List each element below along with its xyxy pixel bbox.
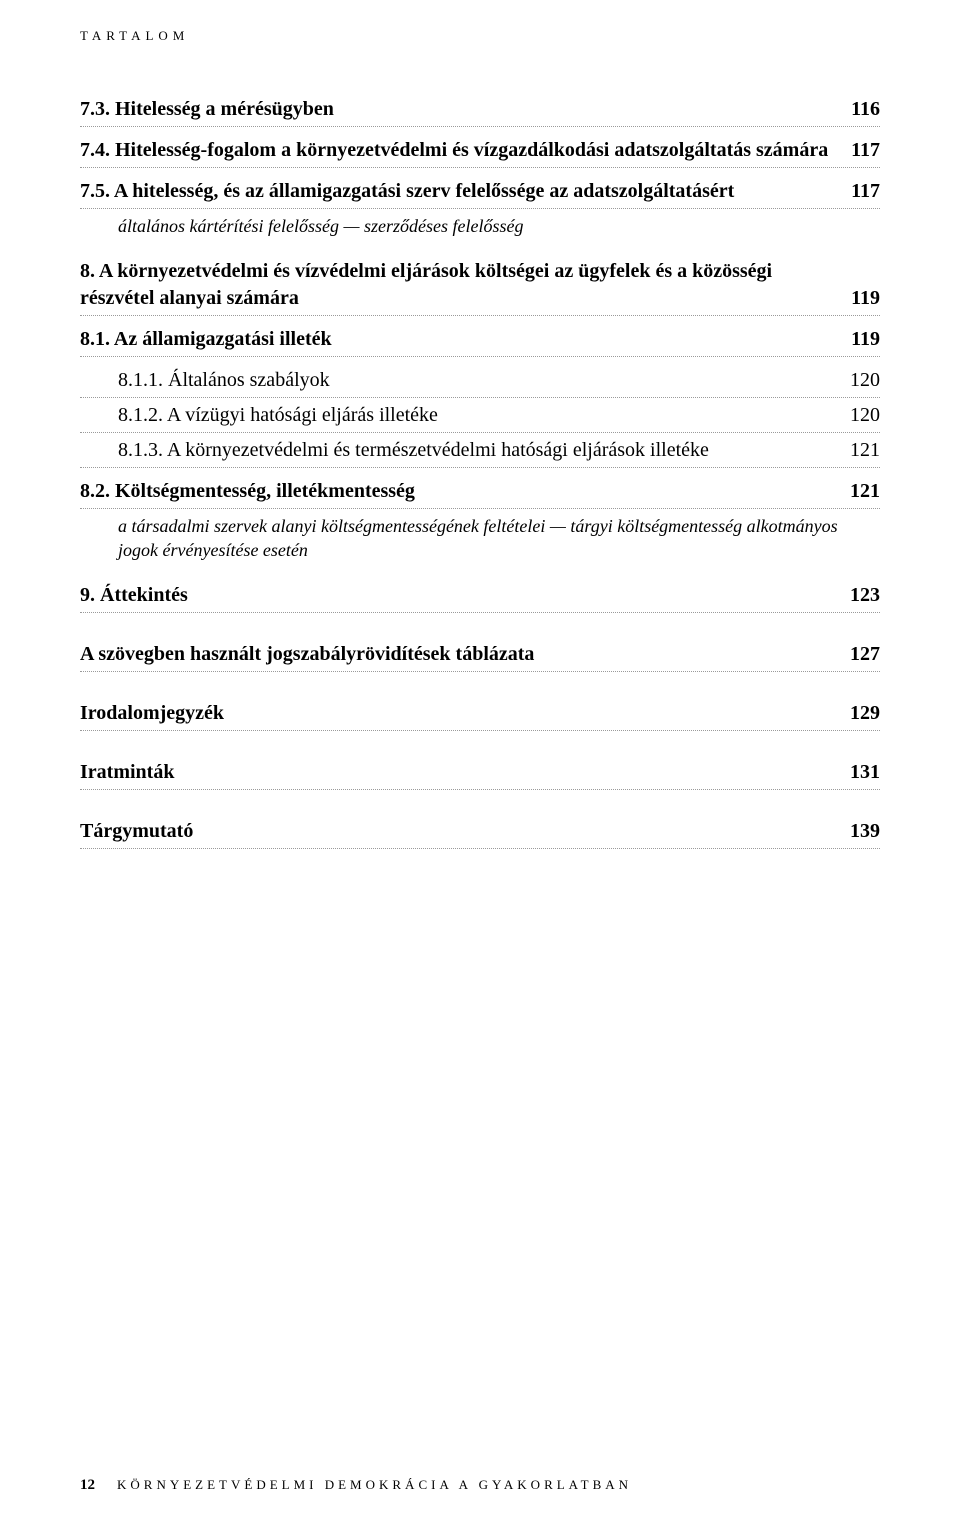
section-header: TARTALOM (80, 28, 880, 44)
toc-entry: 8.1.2. A vízügyi hatósági eljárás illeté… (80, 402, 880, 433)
toc-entry-page: 139 (840, 818, 880, 845)
toc-entry-title: 8.1. Az államigazgatási illeték (80, 326, 332, 353)
toc-entry: Iratminták 131 (80, 759, 880, 790)
toc-entry: 8.1.3. A környezetvédelmi és természetvé… (80, 437, 880, 468)
toc-entry-page: 120 (840, 402, 880, 429)
toc-entry-page: 129 (840, 700, 880, 727)
toc-entry-title: 7.4. Hitelesség-fogalom a környezetvédel… (80, 137, 828, 164)
toc-entry-title: 8.1.3. A környezetvédelmi és természetvé… (118, 437, 709, 464)
toc-entry: 8.1. Az államigazgatási illeték 119 (80, 326, 880, 357)
footer-page-number: 12 (80, 1477, 95, 1494)
toc-entry-page: 119 (841, 285, 880, 312)
toc-entry: 7.3. Hitelesség a mérésügyben 116 (80, 96, 880, 127)
toc-entry: A szövegben használt jogszabályrövidítés… (80, 641, 880, 672)
toc-entry: Tárgymutató 139 (80, 818, 880, 849)
toc-entry: 7.5. A hitelesség, és az államigazgatási… (80, 178, 880, 209)
toc-entry-page: 117 (841, 178, 880, 205)
toc-entry-note: általános kártérítési felelősség — szerz… (80, 215, 880, 238)
toc-entry-title: 8. A környezetvédelmi és vízvédelmi eljá… (80, 258, 841, 312)
toc-entry-title: 8.1.1. Általános szabályok (118, 367, 330, 394)
toc-entry: 7.4. Hitelesség-fogalom a környezetvédel… (80, 137, 880, 168)
toc-entry: 8.1.1. Általános szabályok 120 (80, 367, 880, 398)
toc-entry-title: 7.5. A hitelesség, és az államigazgatási… (80, 178, 734, 205)
toc-entry-page: 119 (841, 326, 880, 353)
toc-entry: Irodalomjegyzék 129 (80, 700, 880, 731)
toc-entry-page: 131 (840, 759, 880, 786)
page-footer: 12 KÖRNYEZETVÉDELMI DEMOKRÁCIA A GYAKORL… (80, 1477, 632, 1494)
toc-entry-page: 120 (840, 367, 880, 394)
table-of-contents: 7.3. Hitelesség a mérésügyben 116 7.4. Hit… (80, 96, 880, 849)
toc-entry-title: Tárgymutató (80, 818, 193, 845)
toc-entry-title: Irodalomjegyzék (80, 700, 224, 727)
toc-entry: 8. A környezetvédelmi és vízvédelmi eljá… (80, 258, 880, 316)
toc-entry-title: A szövegben használt jogszabályrövidítés… (80, 641, 534, 668)
toc-entry-title: Iratminták (80, 759, 174, 786)
footer-book-title: KÖRNYEZETVÉDELMI DEMOKRÁCIA A GYAKORLATB… (117, 1477, 632, 1493)
toc-entry-title: 8.1.2. A vízügyi hatósági eljárás illeté… (118, 402, 438, 429)
toc-entry-page: 127 (840, 641, 880, 668)
toc-entry-note: a társadalmi szervek alanyi költségmente… (80, 515, 880, 562)
toc-entry-title: 8.2. Költségmentesség, illetékmentesség (80, 478, 415, 505)
toc-entry: 9. Áttekintés 123 (80, 582, 880, 613)
toc-entry-title: 9. Áttekintés (80, 582, 188, 609)
toc-entry-page: 121 (840, 478, 880, 505)
toc-entry-page: 121 (840, 437, 880, 464)
toc-entry-page: 116 (841, 96, 880, 123)
toc-entry: 8.2. Költségmentesség, illetékmentesség 1… (80, 478, 880, 509)
toc-entry-page: 117 (841, 137, 880, 164)
toc-entry-title: 7.3. Hitelesség a mérésügyben (80, 96, 334, 123)
toc-entry-page: 123 (840, 582, 880, 609)
